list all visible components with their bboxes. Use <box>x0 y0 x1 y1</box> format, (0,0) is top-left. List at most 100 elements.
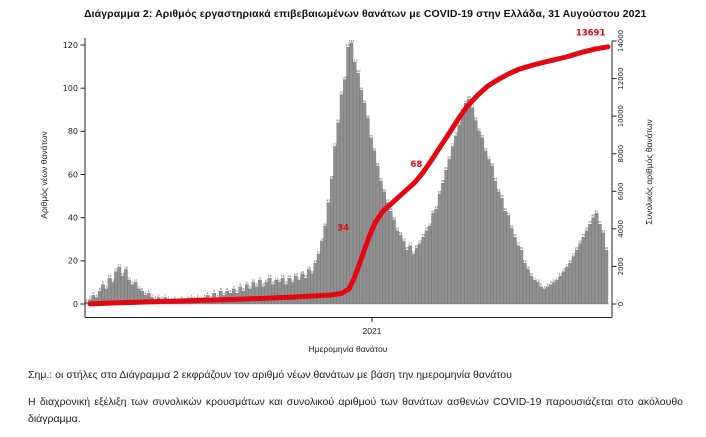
bar-value-label: 47 <box>327 199 331 203</box>
left-tick-label: 60 <box>68 170 78 179</box>
bar <box>578 243 583 305</box>
bar-value-label: 104 <box>342 76 348 80</box>
bar-value-label: 3 <box>158 294 160 298</box>
bar-value-label: 10 <box>278 278 282 282</box>
bar-value-label: 11 <box>533 276 537 280</box>
right-axis-title: Συνολικός αριθμός θανάτων <box>644 119 654 225</box>
note-next-diagram: Η διαχρονική εξέλιξη των συνολικών κρουσ… <box>28 396 683 425</box>
bar-value-label: 6 <box>243 287 245 291</box>
bar <box>411 254 416 305</box>
bar-value-label: 26 <box>415 244 419 248</box>
bar-value-label: 7 <box>543 285 545 289</box>
bar <box>506 215 511 305</box>
bar-value-label: 5 <box>229 289 231 293</box>
bar <box>486 159 491 305</box>
bar <box>385 202 390 305</box>
bar-value-label: 73 <box>333 142 337 146</box>
bar <box>548 284 553 305</box>
bar-value-label: 19 <box>314 259 318 263</box>
bar-value-label: 2 <box>167 296 169 300</box>
bar-value-labels-group: 1243697121015171316119107645323232121212… <box>86 39 609 302</box>
right-tick-label: 6000 <box>617 182 625 200</box>
bar <box>421 236 426 305</box>
bar-value-label: 95 <box>467 95 471 99</box>
bar <box>284 284 288 305</box>
bar-value-label: 3 <box>197 294 199 298</box>
left-tick-label: 0 <box>73 300 78 309</box>
bar-value-label: 12 <box>268 274 272 278</box>
bar-value-label: 78 <box>454 132 458 136</box>
bar-value-label: 67 <box>487 155 491 159</box>
bar <box>401 241 406 305</box>
bar-value-label: 3 <box>95 294 97 298</box>
bar-value-label: 107 <box>355 69 361 73</box>
bar-value-label: 25 <box>519 246 523 250</box>
bar <box>493 180 498 305</box>
bar <box>290 282 295 305</box>
bar <box>388 211 393 305</box>
bar-value-label: 36 <box>428 222 432 226</box>
bar-value-label: 34 <box>425 227 429 231</box>
bar-value-label: 41 <box>506 212 510 216</box>
bar-value-label: 42 <box>595 209 599 213</box>
bar <box>124 269 128 305</box>
bar-value-label: 14 <box>300 270 304 274</box>
bar <box>473 120 478 305</box>
bar <box>349 42 354 305</box>
bar <box>310 273 314 305</box>
bar <box>114 271 118 305</box>
bar-value-label: 23 <box>412 250 416 254</box>
bar <box>584 230 589 305</box>
right-tick-label: 4000 <box>617 220 625 238</box>
bar-value-label: 22 <box>572 253 576 257</box>
bar-value-label: 3 <box>203 294 205 298</box>
bar-value-label: 31 <box>582 233 586 237</box>
bar-value-label: 6 <box>220 287 222 291</box>
bar <box>457 124 462 305</box>
left-axis-title: Αριθμός νέων θανάτων <box>39 131 49 218</box>
line-annotation: 68 <box>410 160 422 170</box>
bar <box>428 226 432 305</box>
bar-value-label: 5 <box>148 289 150 293</box>
bar <box>414 247 419 305</box>
bar <box>542 288 547 305</box>
bar-value-label: 12 <box>304 274 308 278</box>
bar-value-label: 10 <box>552 278 556 282</box>
bar-value-label: 11 <box>258 276 262 280</box>
bar-value-label: 34 <box>585 227 589 231</box>
bar <box>437 193 442 305</box>
bar-value-label: 97 <box>340 91 344 95</box>
bar <box>604 249 609 305</box>
bar <box>375 165 380 305</box>
bar-value-label: 58 <box>330 175 334 179</box>
bar-value-label: 3 <box>151 294 153 298</box>
bar-value-label: 3 <box>164 294 166 298</box>
bar-value-label: 23 <box>317 250 321 254</box>
bar <box>408 245 413 305</box>
bar <box>513 236 517 305</box>
bar-value-label: 11 <box>127 276 131 280</box>
bar-value-label: 91 <box>470 104 474 108</box>
bar-value-label: 93 <box>363 99 367 103</box>
bar-value-label: 19 <box>568 259 572 263</box>
bar-value-label: 3 <box>216 294 218 298</box>
bar <box>424 230 429 305</box>
bar <box>598 223 602 305</box>
bar <box>483 150 488 305</box>
bar-value-label: 7 <box>105 285 107 289</box>
bar-value-label: 2 <box>187 296 189 300</box>
bar-value-label: 7 <box>138 285 140 289</box>
bar <box>581 236 586 305</box>
bar <box>323 226 328 305</box>
bar-value-label: 84 <box>336 119 340 123</box>
bar-value-label: 13 <box>294 272 298 276</box>
bar-value-label: 52 <box>382 188 386 192</box>
bar-value-label: 25 <box>405 246 409 250</box>
right-tick-label: 2000 <box>617 258 625 276</box>
right-tick-label: 0 <box>617 302 625 306</box>
bar <box>369 137 373 305</box>
bar <box>392 219 396 305</box>
bar <box>329 178 334 305</box>
bar <box>346 46 350 305</box>
